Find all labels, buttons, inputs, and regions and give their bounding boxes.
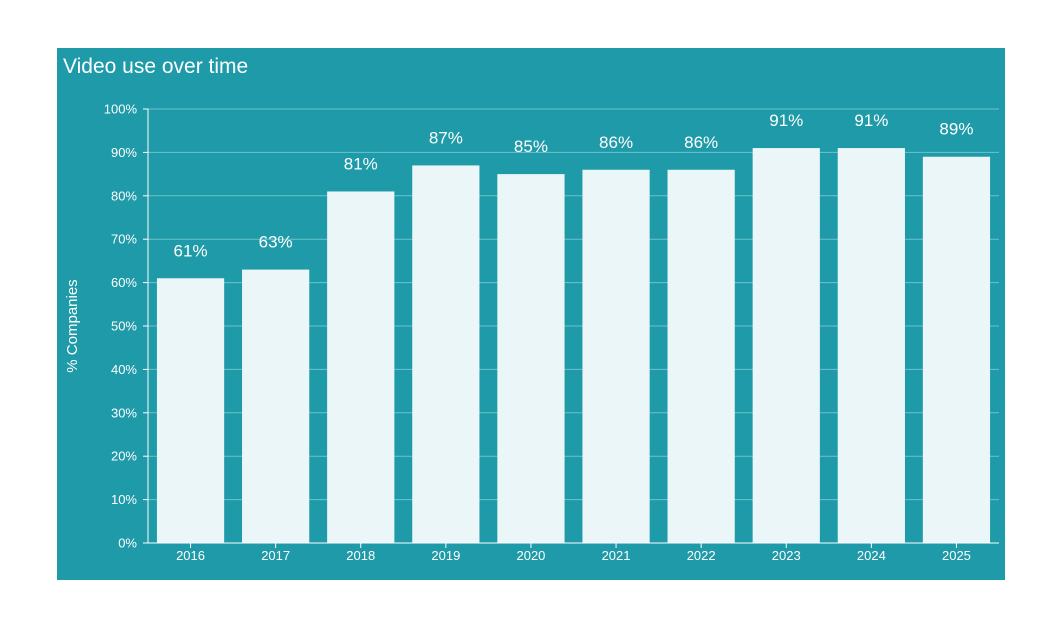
data-label: 87% (429, 128, 463, 147)
data-label: 81% (344, 154, 378, 173)
x-tick-label: 2024 (857, 548, 886, 563)
data-label: 86% (599, 133, 633, 152)
axes: 0% 10% 20% 30% 40% 50% 60% 70% 80% 90% 100% 2016 201… (104, 102, 999, 563)
bar-2020 (497, 174, 565, 543)
bar-2016 (156, 278, 225, 543)
x-tick-label: 2019 (431, 548, 460, 563)
bar-2025 (922, 156, 991, 544)
y-tick-label: 50% (111, 319, 137, 334)
x-tick-label: 2016 (176, 548, 205, 563)
bar-2024 (837, 148, 905, 543)
x-tick-label: 2022 (687, 548, 716, 563)
data-label: 86% (684, 133, 718, 152)
data-labels: 61% 63% 81% 87% 85% 86% 86% 91% 91% 89% (174, 111, 974, 260)
y-axis-label: % Companies (64, 279, 81, 372)
y-tick-label: 40% (111, 362, 137, 377)
y-tick-label: 20% (111, 449, 137, 464)
bars (156, 148, 991, 544)
y-tick-label: 70% (111, 232, 137, 247)
bar-2019 (412, 165, 480, 544)
data-label: 91% (854, 111, 888, 130)
data-label: 63% (259, 233, 293, 252)
bar-2023 (752, 148, 820, 543)
x-tick-label: 2021 (602, 548, 631, 563)
y-tick-label: 0% (118, 536, 137, 551)
chart-title: Video use over time (63, 55, 249, 78)
x-tick-label: 2025 (942, 548, 971, 563)
x-tick-label: 2023 (772, 548, 801, 563)
data-label: 85% (514, 137, 548, 156)
x-tick-label: 2018 (346, 548, 375, 563)
bar-2021 (582, 169, 650, 543)
x-tick-label: 2020 (516, 548, 545, 563)
y-tick-label: 30% (111, 405, 137, 420)
bar-2022 (667, 169, 735, 543)
data-label: 61% (174, 241, 208, 260)
data-label: 89% (939, 120, 973, 139)
y-tick-label: 100% (104, 102, 138, 117)
y-tick-label: 60% (111, 275, 137, 290)
data-label: 91% (769, 111, 803, 130)
x-tick-label: 2017 (261, 548, 290, 563)
y-tick-label: 90% (111, 145, 137, 160)
bar-2017 (242, 269, 310, 543)
y-tick-label: 10% (111, 492, 137, 507)
y-tick-label: 80% (111, 188, 137, 203)
bar-2018 (327, 191, 395, 543)
